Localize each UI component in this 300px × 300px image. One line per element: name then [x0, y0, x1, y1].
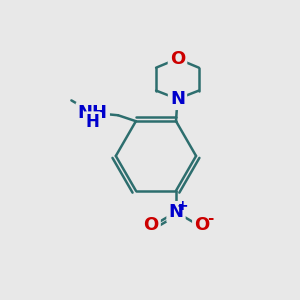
Text: N: N [169, 203, 184, 221]
Text: -: - [207, 211, 213, 226]
Text: +: + [177, 199, 188, 213]
Text: O: O [170, 50, 185, 68]
Text: H: H [85, 113, 99, 131]
Text: N: N [170, 90, 185, 108]
Text: NH: NH [78, 104, 108, 122]
Text: O: O [143, 216, 159, 234]
Text: O: O [194, 216, 209, 234]
